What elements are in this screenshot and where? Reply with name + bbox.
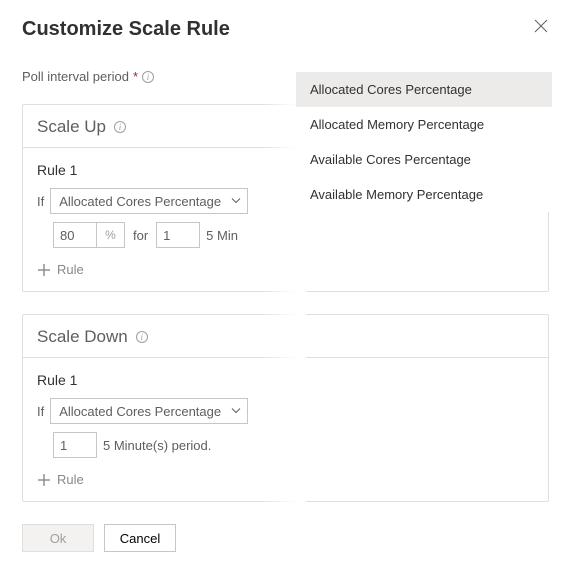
close-button[interactable] (533, 18, 549, 34)
duration-input[interactable] (53, 432, 97, 458)
dropdown-option[interactable]: Allocated Cores Percentage (296, 72, 552, 107)
metric-select[interactable]: Allocated Cores Percentage (50, 398, 248, 424)
percent-unit: % (97, 222, 125, 248)
scale-down-body: Rule 1 If Allocated Cores Percentage 5 M… (23, 358, 548, 501)
scale-up-title: Scale Up (37, 117, 106, 137)
metric-select[interactable]: Allocated Cores Percentage (50, 188, 248, 214)
scale-down-header: Scale Down i (23, 315, 548, 358)
add-rule-button[interactable]: Rule (37, 472, 534, 487)
metric-select-value: Allocated Cores Percentage (59, 404, 221, 419)
scale-up-rule-row-2: % for 5 Min (53, 222, 534, 248)
metric-select-value: Allocated Cores Percentage (59, 194, 221, 209)
chevron-down-icon (231, 194, 241, 209)
close-icon (534, 19, 548, 33)
dropdown-option[interactable]: Available Memory Percentage (296, 177, 552, 212)
period-suffix: 5 Min (206, 228, 238, 243)
scale-down-section: Scale Down i Rule 1 If Allocated Cores P… (22, 314, 549, 502)
plus-icon (37, 263, 51, 277)
threshold-input[interactable] (53, 222, 97, 248)
page-title: Customize Scale Rule (22, 18, 230, 41)
if-label: If (37, 404, 44, 419)
panel-header: Customize Scale Rule (22, 18, 549, 41)
period-suffix: 5 Minute(s) period. (103, 438, 211, 453)
for-label: for (133, 228, 148, 243)
rule-1-label: Rule 1 (37, 372, 534, 388)
dropdown-option[interactable]: Allocated Memory Percentage (296, 107, 552, 142)
scale-down-rule-row-2: 5 Minute(s) period. (53, 432, 534, 458)
if-label: If (37, 194, 44, 209)
scale-down-title: Scale Down (37, 327, 128, 347)
required-asterisk: * (133, 69, 138, 84)
add-rule-label: Rule (57, 262, 84, 277)
info-icon[interactable]: i (136, 331, 148, 343)
info-icon[interactable]: i (142, 71, 154, 83)
duration-input[interactable] (156, 222, 200, 248)
add-rule-label: Rule (57, 472, 84, 487)
metric-dropdown[interactable]: Allocated Cores PercentageAllocated Memo… (296, 72, 552, 212)
dropdown-option[interactable]: Available Cores Percentage (296, 142, 552, 177)
chevron-down-icon (231, 404, 241, 419)
plus-icon (37, 473, 51, 487)
info-icon[interactable]: i (114, 121, 126, 133)
poll-interval-text: Poll interval period (22, 69, 129, 84)
scale-down-rule-row-1: If Allocated Cores Percentage (37, 398, 534, 424)
add-rule-button[interactable]: Rule (37, 262, 534, 277)
